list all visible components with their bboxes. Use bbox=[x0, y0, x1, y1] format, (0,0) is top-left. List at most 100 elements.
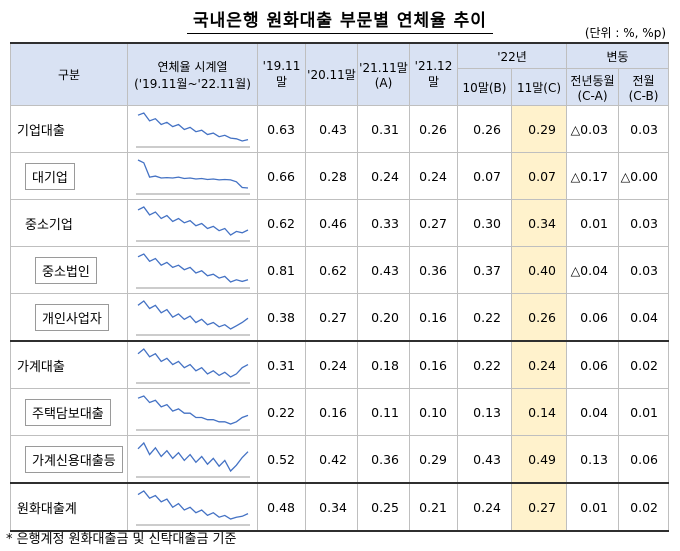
cell-v1: 0.31 bbox=[257, 340, 306, 389]
cell-v1: 0.81 bbox=[257, 246, 306, 294]
row-label: 중소기업 bbox=[25, 217, 73, 233]
cell-v1: 0.63 bbox=[257, 105, 306, 153]
row-label: 기업대출 bbox=[17, 123, 65, 139]
cell-v5: 0.07 bbox=[457, 152, 512, 200]
cell-v3: 0.24 bbox=[357, 152, 410, 200]
header-change: 변동 bbox=[566, 42, 670, 69]
header-col-10: 10말(B) bbox=[457, 68, 512, 106]
cell-v2: 0.42 bbox=[305, 435, 358, 484]
cell-v7: 0.01 bbox=[566, 482, 620, 532]
cell-v6: 0.29 bbox=[510, 105, 568, 153]
row-label-cell: 주택담보대출 bbox=[10, 388, 128, 436]
header-series-title: 연체율 시계열 bbox=[157, 59, 228, 74]
table-row-mortgage: 주택담보대출 0.22 0.16 0.11 0.10 0.13 0.14 0.04 0.01 bbox=[10, 388, 670, 436]
cell-v4: 0.24 bbox=[409, 152, 458, 200]
header-mom-label: 전월 bbox=[632, 73, 655, 88]
cell-v8: 0.06 bbox=[618, 435, 670, 484]
sparkline-chart bbox=[135, 300, 250, 336]
sparkline-chart bbox=[135, 348, 250, 384]
table-row-total: 원화대출계 0.48 0.34 0.25 0.21 0.24 0.27 0.01 0.02 bbox=[10, 482, 670, 532]
cell-v3: 0.11 bbox=[357, 388, 410, 436]
table-row-sme: 중소기업 0.62 0.46 0.33 0.27 0.30 0.34 0.01 0.03 bbox=[10, 199, 670, 247]
cell-v8: 0.01 bbox=[618, 388, 670, 436]
cell-v4: 0.29 bbox=[409, 435, 458, 484]
cell-v1: 0.48 bbox=[257, 482, 306, 532]
row-label-cell: 가계신용대출등 bbox=[10, 435, 128, 484]
sparkline-chart bbox=[135, 490, 250, 526]
cell-v3: 0.20 bbox=[357, 293, 410, 342]
cell-v1: 0.62 bbox=[257, 199, 306, 247]
sparkline-cell bbox=[127, 482, 258, 532]
cell-v7: 0.06 bbox=[566, 340, 620, 389]
table-row-household-credit: 가계신용대출등 0.52 0.42 0.36 0.29 0.43 0.49 0.13 0.06 bbox=[10, 435, 670, 484]
sparkline-cell bbox=[127, 340, 258, 389]
header-mom: 전월 (C-B) bbox=[618, 68, 670, 106]
cell-v5: 0.22 bbox=[457, 293, 512, 342]
cell-v2: 0.46 bbox=[305, 199, 358, 247]
cell-v7: 0.04 bbox=[566, 388, 620, 436]
header-col-2112: '21.12말 bbox=[409, 42, 458, 106]
cell-v5: 0.26 bbox=[457, 105, 512, 153]
footnote: * 은행계정 원화대출금 및 신탁대출금 기준 bbox=[6, 532, 237, 547]
cell-v6: 0.24 bbox=[510, 340, 568, 389]
cell-v4: 0.21 bbox=[409, 482, 458, 532]
header-col-2111: '21.11말 (A) bbox=[357, 42, 410, 106]
cell-v8: 0.03 bbox=[618, 199, 670, 247]
header-mom-sub: (C-B) bbox=[628, 88, 659, 103]
header-year22: '22년 bbox=[456, 42, 568, 69]
cell-v8: 0.03 bbox=[618, 105, 670, 153]
cell-v7: △0.04 bbox=[566, 246, 620, 294]
header-col-1911: '19.11말 bbox=[257, 42, 306, 106]
header-series: 연체율 시계열 ('19.11월~'22.11월) bbox=[127, 42, 258, 106]
cell-v2: 0.34 bbox=[305, 482, 358, 532]
cell-v3: 0.33 bbox=[357, 199, 410, 247]
cell-v5: 0.13 bbox=[457, 388, 512, 436]
sparkline-chart bbox=[135, 206, 250, 242]
cell-v4: 0.36 bbox=[409, 246, 458, 294]
cell-v4: 0.10 bbox=[409, 388, 458, 436]
header-series-range: ('19.11월~'22.11월) bbox=[134, 76, 251, 91]
header-col-11: 11말(C) bbox=[510, 68, 568, 106]
row-label-cell: 중소기업 bbox=[10, 199, 128, 247]
cell-v7: 0.13 bbox=[566, 435, 620, 484]
row-label: 개인사업자 bbox=[35, 303, 109, 331]
cell-v3: 0.36 bbox=[357, 435, 410, 484]
cell-v5: 0.22 bbox=[457, 340, 512, 389]
cell-v1: 0.22 bbox=[257, 388, 306, 436]
unit-note: (단위 : %, %p) bbox=[584, 26, 666, 40]
sparkline-line bbox=[137, 490, 248, 520]
row-label-cell: 원화대출계 bbox=[10, 482, 128, 532]
cell-v1: 0.52 bbox=[257, 435, 306, 484]
header-yoy: 전년동월 (C-A) bbox=[566, 68, 620, 106]
cell-v7: 0.06 bbox=[566, 293, 620, 342]
cell-v6: 0.49 bbox=[510, 435, 568, 484]
row-label-cell: 가계대출 bbox=[10, 340, 128, 389]
table-row-corporate: 기업대출 0.63 0.43 0.31 0.26 0.26 0.29 △0.03 0.03 bbox=[10, 105, 670, 153]
sparkline-chart bbox=[135, 112, 250, 148]
cell-v2: 0.62 bbox=[305, 246, 358, 294]
row-label: 주택담보대출 bbox=[25, 398, 111, 426]
sparkline-cell bbox=[127, 246, 258, 294]
cell-v2: 0.24 bbox=[305, 340, 358, 389]
cell-v5: 0.30 bbox=[457, 199, 512, 247]
cell-v5: 0.24 bbox=[457, 482, 512, 532]
cell-v4: 0.16 bbox=[409, 293, 458, 342]
cell-v7: △0.17 bbox=[566, 152, 620, 200]
cell-v8: △0.00 bbox=[618, 152, 670, 200]
cell-v6: 0.40 bbox=[510, 246, 568, 294]
cell-v4: 0.27 bbox=[409, 199, 458, 247]
sparkline-chart bbox=[135, 441, 250, 478]
row-label: 중소법인 bbox=[35, 256, 97, 284]
sparkline-line bbox=[137, 348, 248, 378]
cell-v1: 0.66 bbox=[257, 152, 306, 200]
cell-v7: △0.03 bbox=[566, 105, 620, 153]
sparkline-line bbox=[137, 112, 248, 142]
cell-v8: 0.02 bbox=[618, 340, 670, 389]
row-label-cell: 개인사업자 bbox=[10, 293, 128, 342]
title-text: 국내은행 원화대출 부문별 연체율 추이 bbox=[187, 11, 493, 34]
cell-v6: 0.27 bbox=[510, 482, 568, 532]
table-row-sme-corp: 중소법인 0.81 0.62 0.43 0.36 0.37 0.40 △0.04 0.03 bbox=[10, 246, 670, 294]
cell-v6: 0.34 bbox=[510, 199, 568, 247]
header-category: 구분 bbox=[10, 42, 128, 106]
table-row-self-employed: 개인사업자 0.38 0.27 0.20 0.16 0.22 0.26 0.06 0.04 bbox=[10, 293, 670, 342]
